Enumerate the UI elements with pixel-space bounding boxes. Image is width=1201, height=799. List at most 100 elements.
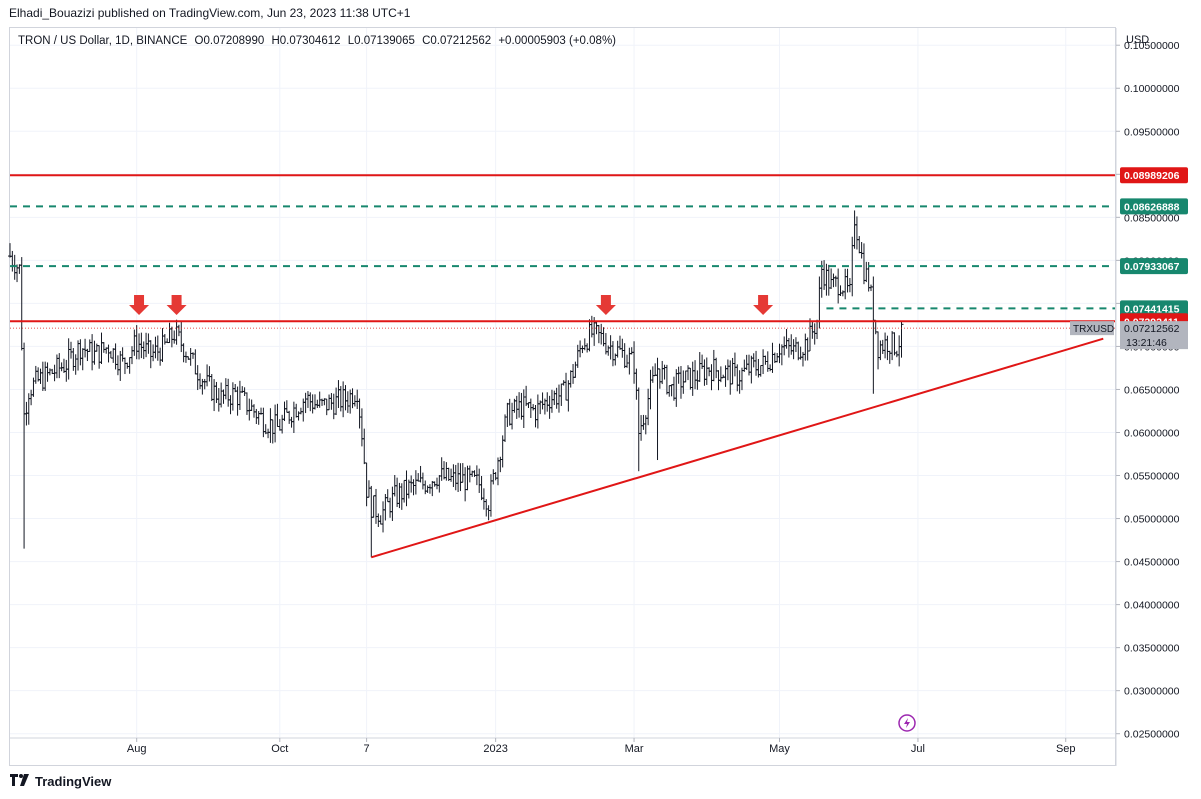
price-bar: [388, 497, 393, 518]
price-bar: [491, 469, 496, 485]
price-bar: [479, 475, 484, 501]
price-bar: [810, 321, 815, 339]
price-bar: [852, 210, 857, 249]
price-bar: [198, 373, 203, 390]
price-bar: [704, 357, 709, 385]
price-bar: [223, 378, 228, 400]
price-bar: [327, 394, 332, 411]
price-bar: [571, 363, 576, 384]
price-bar: [381, 501, 386, 533]
price-bar: [606, 345, 611, 356]
price-bar: [101, 342, 106, 353]
y-tick-label: 0.08500000: [1124, 212, 1180, 224]
price-bar: [617, 335, 622, 350]
price-bar: [758, 365, 763, 377]
price-bar: [343, 385, 348, 411]
price-bar: [207, 366, 212, 382]
price-bar: [38, 368, 43, 384]
y-tick-label: 0.06500000: [1124, 384, 1180, 396]
price-bar: [709, 364, 714, 391]
price-axis-currency[interactable]: USD: [1126, 34, 1150, 46]
price-bar: [315, 399, 320, 409]
price-bar: [85, 348, 90, 362]
price-bar: [779, 344, 784, 366]
x-tick-label: 7: [364, 743, 370, 755]
price-bar: [8, 243, 12, 258]
price-bar: [493, 472, 498, 481]
price-bar: [364, 462, 369, 507]
legend-symbol[interactable]: TRON / US Dollar, 1D, BINANCE: [18, 35, 188, 47]
price-bar: [458, 463, 463, 492]
price-bar: [291, 401, 296, 434]
price-bar: [674, 369, 679, 407]
level-label: 0.07933067: [1124, 261, 1180, 273]
price-bar: [646, 388, 651, 426]
price-bar: [390, 486, 395, 521]
price-bars: [8, 210, 904, 558]
price-bar: [711, 349, 716, 382]
price-bar: [838, 285, 843, 296]
price-bar: [632, 341, 637, 384]
tradingview-brand-label: TradingView: [35, 774, 112, 789]
price-bar: [158, 347, 163, 366]
price-bar: [859, 242, 864, 259]
price-bar: [64, 359, 69, 382]
price-bar: [284, 400, 289, 413]
price-bar: [885, 335, 890, 361]
price-bar: [416, 473, 421, 482]
price-bar: [686, 365, 691, 381]
price-bar: [160, 328, 165, 362]
price-bar: [132, 329, 137, 356]
price-bar: [425, 485, 430, 493]
lightning-icon: [898, 714, 916, 732]
price-bar: [714, 357, 719, 379]
price-bar: [144, 332, 149, 358]
ticker-tag-bg: [1070, 321, 1114, 336]
price-bar: [17, 264, 22, 274]
price-bar: [277, 419, 282, 431]
price-bar: [690, 361, 695, 396]
price-bar: [122, 357, 127, 375]
price-bar: [603, 333, 608, 355]
price-bar: [503, 414, 508, 442]
price-bar: [423, 480, 428, 495]
price-bar: [139, 332, 144, 359]
x-tick-label: Aug: [127, 743, 147, 755]
y-tick-label: 0.04000000: [1124, 600, 1180, 612]
legend-low: L0.07139065: [347, 35, 415, 47]
price-bar: [111, 348, 116, 363]
price-bar: [892, 332, 897, 356]
price-bar: [514, 395, 519, 419]
price-bar: [535, 394, 540, 429]
price-bar: [212, 379, 217, 412]
price-bar: [244, 392, 249, 415]
price-bar: [650, 366, 655, 383]
tradingview-brand[interactable]: TradingView: [10, 773, 111, 790]
price-bar: [840, 290, 845, 297]
price-bar: [812, 323, 817, 345]
x-tick-label: Jul: [911, 743, 925, 755]
price-bar: [669, 384, 674, 397]
current-price-label: 0.07212562: [1124, 323, 1180, 335]
price-bar: [385, 489, 390, 503]
price-bar: [127, 357, 132, 374]
price-bar: [688, 367, 693, 390]
price-bar: [442, 461, 447, 480]
price-bar: [256, 411, 261, 425]
down-arrow-marker: [166, 295, 187, 315]
legend-open: O0.07208990: [194, 35, 265, 47]
price-bar: [754, 350, 759, 376]
price-bar: [732, 352, 737, 377]
price-bar: [430, 480, 435, 497]
price-bar: [610, 341, 615, 367]
price-bar: [413, 470, 418, 495]
price-bar: [73, 354, 78, 375]
price-bar: [254, 408, 259, 425]
price-bar: [507, 398, 512, 426]
price-bar: [861, 243, 866, 285]
y-tick-label: 0.05000000: [1124, 514, 1180, 526]
price-bar: [329, 393, 334, 410]
x-tick-label: May: [769, 743, 790, 755]
lightning-icon-bolt: [904, 718, 910, 728]
